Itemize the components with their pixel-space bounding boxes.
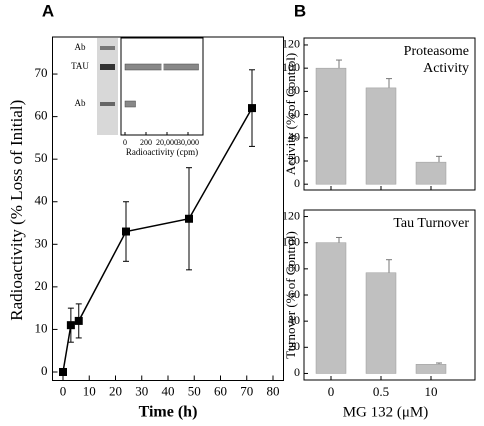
x-tick-label: 0 [60, 383, 67, 398]
data-point [59, 367, 67, 376]
bar [315, 242, 347, 374]
x-axis-label: Radioactivity (cpm) [126, 147, 198, 157]
bar [415, 161, 447, 185]
x-tick-label: 80 [267, 383, 280, 398]
y-tick-label: 10 [35, 320, 48, 335]
x-tick-label: 0 [328, 384, 335, 399]
data-point [66, 321, 75, 330]
x-tick-label: 30,000 [177, 138, 199, 147]
y-tick-label: 0 [294, 365, 300, 379]
y-axis-label: Radioactivity (% Loss of Initial) [7, 100, 26, 321]
annotation: Tau Turnover [393, 216, 469, 231]
annotation: Proteasome [404, 44, 469, 59]
gel-band [100, 102, 115, 106]
x-tick-label: 200 [140, 138, 152, 147]
y-tick-label: 100 [282, 234, 300, 248]
x-tick-label: 0 [123, 138, 127, 147]
y-tick-label: 80 [288, 83, 300, 97]
y-tick-label: 40 [288, 313, 300, 327]
y-tick-label: 40 [288, 130, 300, 144]
x-tick-label: 10 [425, 384, 438, 399]
bar [415, 364, 447, 374]
y-tick-label: 70 [35, 65, 48, 80]
y-tick-label: 50 [35, 150, 48, 165]
x-tick-label: 60 [214, 383, 227, 398]
y-tick-label: 60 [35, 108, 48, 123]
x-tick-label: 30 [135, 383, 148, 398]
x-tick-label: 20,000 [156, 138, 178, 147]
panel-label: A [42, 1, 54, 20]
y-tick-label: 80 [288, 261, 300, 275]
x-axis-label: Time (h) [139, 404, 198, 421]
data-point [185, 214, 193, 223]
y-tick-label: 0 [294, 176, 300, 190]
band-label: Ab [75, 42, 86, 52]
x-axis-label: MG 132 (μM) [343, 404, 429, 420]
x-tick-label: 20 [109, 383, 122, 398]
panel-label: B [294, 1, 306, 20]
data-point [248, 104, 256, 113]
x-tick-label: 70 [240, 383, 253, 398]
y-tick-label: 0 [41, 363, 48, 378]
x-tick-label: 40 [162, 383, 175, 398]
gel-image [97, 38, 118, 135]
y-tick-label: 30 [35, 235, 48, 250]
x-tick-label: 10 [83, 383, 96, 398]
y-tick-label: 100 [282, 60, 300, 74]
bar [365, 272, 397, 374]
bar [124, 100, 136, 108]
y-tick-label: 60 [288, 287, 300, 301]
y-tick-label: 120 [282, 37, 300, 51]
y-tick-label: 20 [288, 153, 300, 167]
y-axis-label: Turnover (% of Control) [283, 231, 298, 359]
y-axis-label: Activity (% of Control) [283, 53, 298, 175]
y-tick-label: 40 [35, 193, 48, 208]
y-tick-label: 120 [282, 208, 300, 222]
plot-frame [303, 37, 476, 191]
gel-band [100, 46, 115, 50]
annotation: Activity [423, 61, 469, 76]
y-tick-label: 60 [288, 106, 300, 120]
data-line [62, 107, 253, 373]
gel-band [100, 64, 115, 70]
band-label: Ab [75, 98, 86, 108]
axis-break [161, 39, 164, 134]
x-tick-label: 0.5 [373, 384, 389, 399]
band-label: TAU [71, 61, 89, 71]
y-tick-label: 20 [288, 339, 300, 353]
y-tick-label: 20 [35, 278, 48, 293]
data-point [122, 227, 130, 236]
bar [365, 87, 397, 185]
x-tick-label: 50 [188, 383, 201, 398]
bar [315, 67, 347, 185]
data-point [74, 316, 83, 325]
